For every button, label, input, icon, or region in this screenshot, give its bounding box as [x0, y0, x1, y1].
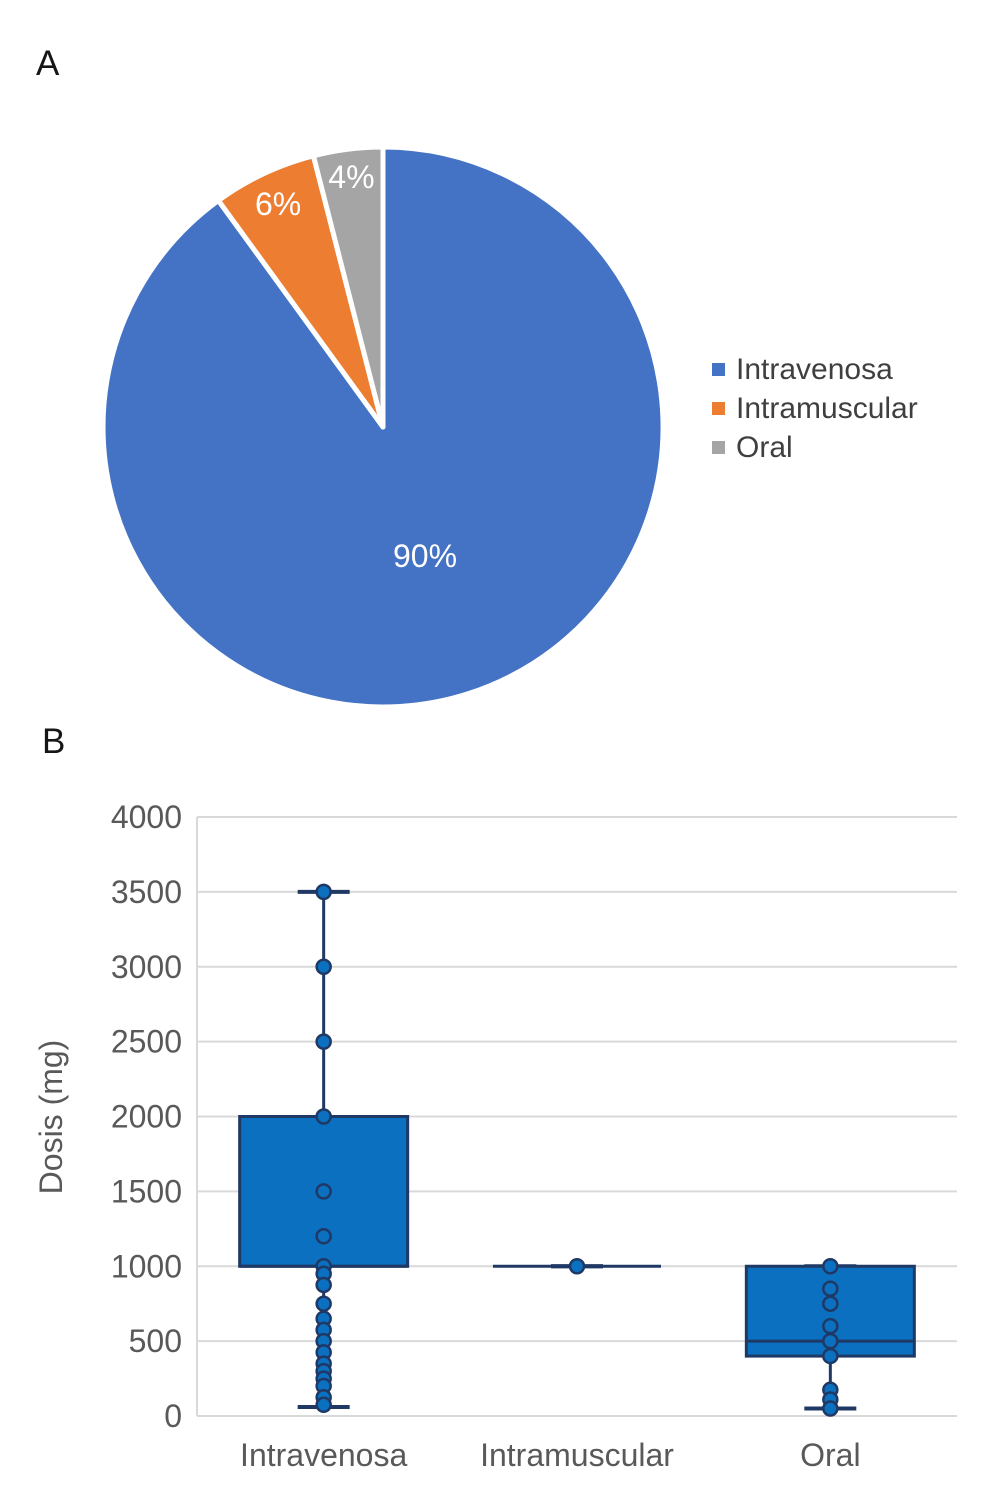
data-point-intravenosa: [315, 1295, 332, 1312]
legend-swatch-icon: [712, 363, 725, 376]
y-tick-label: 2000: [111, 1099, 182, 1135]
legend-swatch-icon: [712, 441, 725, 454]
pie-data-label-oral: 4%: [328, 159, 374, 195]
legend-label: Oral: [736, 430, 793, 464]
y-tick-label: 2500: [111, 1024, 182, 1060]
data-point-intramuscular: [568, 1258, 586, 1275]
pie-legend: Intravenosa Intramuscular Oral: [712, 350, 918, 467]
y-tick-label: 3000: [111, 949, 182, 985]
data-point-oral: [822, 1280, 839, 1297]
legend-swatch-icon: [712, 402, 725, 415]
legend-item-intravenosa: Intravenosa: [712, 350, 918, 389]
data-point-oral: [822, 1258, 839, 1275]
legend-label: Intravenosa: [736, 352, 893, 386]
legend-label: Intramuscular: [736, 391, 918, 425]
pie-data-label-intravenosa: 90%: [393, 538, 457, 574]
y-tick-label: 1000: [111, 1248, 182, 1284]
data-point-oral: [822, 1347, 839, 1365]
y-tick-label: 1500: [111, 1173, 182, 1209]
data-point-oral: [822, 1400, 839, 1417]
legend-item-intramuscular: Intramuscular: [712, 389, 918, 428]
data-point-intravenosa: [315, 1108, 332, 1125]
data-point-intravenosa: [315, 1396, 332, 1414]
legend-item-oral: Oral: [712, 428, 918, 467]
x-category-label-oral: Oral: [800, 1437, 860, 1473]
data-point-oral: [822, 1317, 839, 1335]
y-tick-label: 4000: [111, 799, 182, 835]
pie-data-label-intramuscular: 6%: [255, 186, 301, 222]
pie-slice-intravenosa: [100, 144, 666, 710]
x-category-label-intravenosa: Intravenosa: [240, 1437, 407, 1473]
data-point-intravenosa: [315, 1276, 332, 1294]
x-category-label-intramuscular: Intramuscular: [480, 1437, 674, 1473]
panel-b-label: B: [42, 722, 67, 761]
panel-a-label: A: [36, 44, 61, 83]
y-tick-label: 0: [164, 1398, 182, 1434]
y-tick-label: 500: [129, 1323, 182, 1359]
pie-slice-oral: [310, 144, 386, 430]
data-point-oral: [822, 1332, 839, 1350]
data-point-intravenosa: [315, 883, 332, 901]
data-point-oral: [822, 1295, 839, 1312]
y-tick-label: 3500: [111, 874, 182, 910]
data-point-intravenosa: [315, 1183, 332, 1200]
data-point-intravenosa: [315, 1228, 332, 1245]
y-axis-title: Dosis (mg): [33, 1040, 69, 1195]
data-point-intravenosa: [315, 958, 332, 975]
data-point-intravenosa: [315, 1033, 332, 1050]
